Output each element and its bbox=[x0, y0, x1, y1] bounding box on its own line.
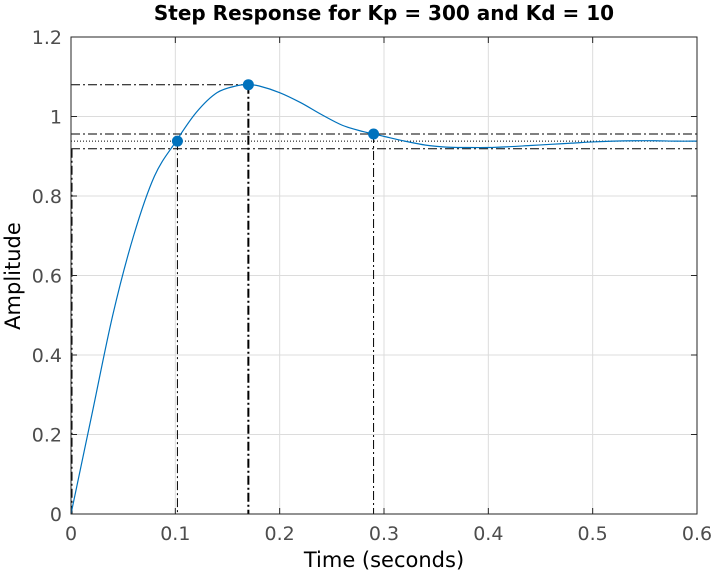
x-tick-label: 0.6 bbox=[682, 523, 712, 545]
marker-layer bbox=[171, 79, 380, 147]
x-tick-label: 0.3 bbox=[369, 523, 399, 545]
y-tick-label: 1 bbox=[50, 107, 62, 129]
rise-time-marker[interactable] bbox=[171, 135, 183, 147]
reference-lines bbox=[71, 84, 697, 514]
x-tick-label: 0.2 bbox=[265, 523, 295, 545]
y-tick-label: 0.2 bbox=[32, 425, 62, 447]
y-tick-label: 1.2 bbox=[32, 27, 62, 49]
settling-time-marker[interactable] bbox=[368, 128, 380, 140]
x-axis-ticks: 0 0.1 0.2 0.3 0.4 0.5 0.6 bbox=[65, 37, 712, 545]
peak-marker[interactable] bbox=[242, 79, 254, 91]
chart-title: Step Response for Kp = 300 and Kd = 10 bbox=[154, 1, 614, 25]
x-tick-label: 0 bbox=[65, 523, 77, 545]
y-axis-label: Amplitude bbox=[1, 222, 25, 330]
y-tick-label: 0.6 bbox=[32, 266, 62, 288]
y-tick-label: 0.4 bbox=[32, 345, 62, 367]
y-tick-label: 0 bbox=[50, 504, 62, 526]
x-tick-label: 0.1 bbox=[160, 523, 190, 545]
x-tick-label: 0.4 bbox=[473, 523, 503, 545]
x-axis-label: Time (seconds) bbox=[303, 548, 464, 572]
y-tick-label: 0.8 bbox=[32, 186, 62, 208]
y-axis-ticks: 0 0.2 0.4 0.6 0.8 1 1.2 bbox=[32, 27, 697, 526]
x-tick-label: 0.5 bbox=[578, 523, 608, 545]
